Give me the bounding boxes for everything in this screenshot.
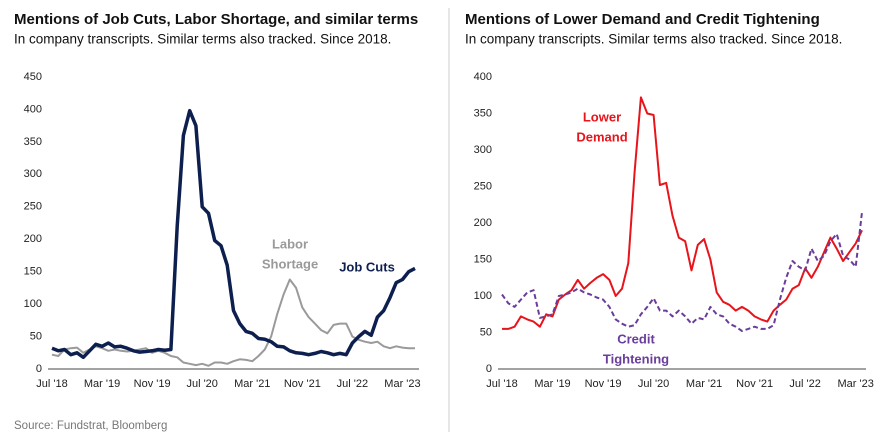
series-annotation: Credit (617, 331, 655, 346)
x-tick-label: Mar '19 (84, 378, 120, 390)
y-tick-label: 250 (24, 201, 42, 213)
y-tick-label: 300 (474, 144, 492, 156)
series-annotation: Lower (583, 109, 621, 124)
y-tick-label: 400 (474, 71, 492, 83)
x-tick-label: Jul '18 (36, 378, 67, 390)
series-annotation: Demand (576, 129, 627, 144)
chart-title: Mentions of Lower Demand and Credit Tigh… (465, 11, 820, 28)
x-tick-label: Nov '19 (585, 378, 622, 390)
y-tick-label: 200 (24, 233, 42, 245)
chart-title: Mentions of Job Cuts, Labor Shortage, an… (14, 11, 418, 28)
x-tick-label: Nov '19 (134, 378, 171, 390)
y-tick-label: 150 (474, 253, 492, 265)
x-tick-label: Jul '20 (638, 378, 669, 390)
y-tick-label: 350 (474, 107, 492, 119)
x-tick-label: Jul '20 (186, 378, 217, 390)
y-tick-label: 200 (474, 217, 492, 229)
x-tick-label: Jul '22 (337, 378, 368, 390)
y-tick-label: 50 (480, 326, 492, 338)
series-annotation: Shortage (262, 256, 318, 271)
y-tick-label: 0 (36, 363, 42, 375)
y-tick-label: 450 (24, 71, 42, 83)
x-tick-label: Jul '18 (486, 378, 517, 390)
x-tick-label: Mar '23 (384, 378, 420, 390)
y-tick-label: 0 (486, 363, 492, 375)
line-series (502, 96, 863, 330)
y-tick-label: 350 (24, 136, 42, 148)
x-tick-label: Mar '19 (534, 378, 570, 390)
series-annotation: Labor (272, 236, 308, 251)
line-series (51, 108, 416, 360)
y-tick-label: 100 (474, 290, 492, 302)
y-tick-label: 300 (24, 168, 42, 180)
x-tick-label: Mar '21 (234, 378, 270, 390)
x-tick-label: Nov '21 (284, 378, 321, 390)
x-tick-label: Nov '21 (736, 378, 773, 390)
y-tick-label: 50 (30, 330, 42, 342)
line-series (51, 278, 415, 367)
x-tick-label: Jul '22 (789, 378, 820, 390)
y-tick-label: 400 (24, 103, 42, 115)
source: Source: Fundstrat, Bloomberg (14, 420, 167, 432)
y-tick-label: 150 (24, 266, 42, 278)
chart-subtitle: In company transcripts. Similar terms al… (14, 32, 391, 47)
line-series (501, 211, 863, 332)
chart-subtitle: In company transcripts. Similar terms al… (465, 32, 842, 47)
x-tick-label: Mar '21 (686, 378, 722, 390)
series-annotation: Job Cuts (339, 259, 395, 274)
x-tick-label: Mar '23 (838, 378, 874, 390)
y-tick-label: 100 (24, 298, 42, 310)
series-annotation: Tightening (603, 351, 669, 366)
y-tick-label: 250 (474, 180, 492, 192)
